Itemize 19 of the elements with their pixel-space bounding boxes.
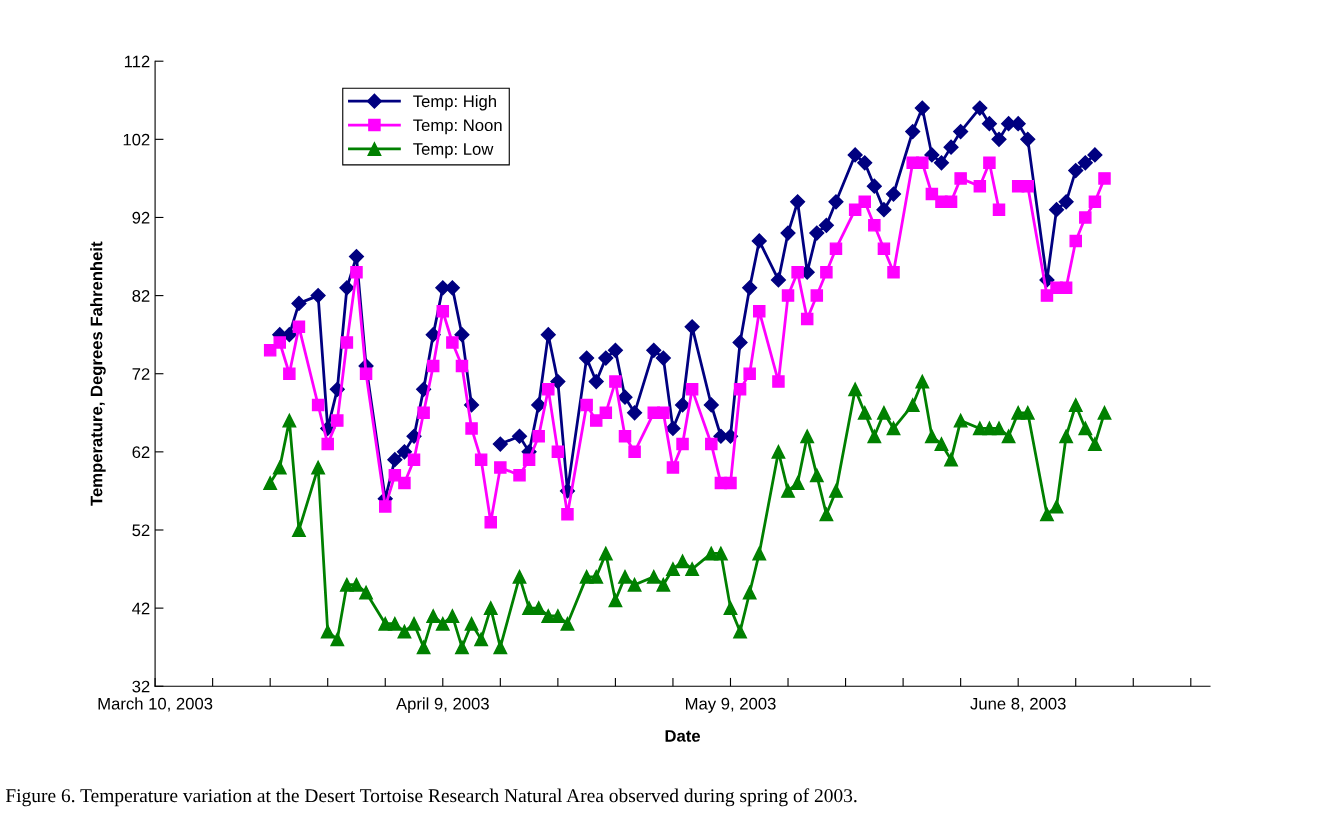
y-axis-title: Temperature, Degrees Fahrenheit (90, 241, 106, 506)
legend-label: Temp: Low (413, 143, 494, 159)
x-axis-title: Date (665, 730, 701, 742)
x-tick-label: April 9, 2003 (396, 697, 489, 713)
caption: Figure 6. Temperature variation at the Desert Tortoise Research Natural Area observed during spring of 2003. (5, 788, 857, 807)
legend-label: Temp: Noon (413, 119, 502, 135)
x-tick-label: March 10, 2003 (98, 697, 213, 712)
x-tick-label: June 8, 2003 (970, 697, 1066, 712)
y-tick-label: 92 (132, 211, 150, 224)
y-tick-label: 32 (132, 680, 150, 693)
legend-label: Temp: High (413, 94, 496, 111)
y-tick-label: 102 (123, 133, 150, 146)
y-tick-label: 72 (132, 368, 150, 380)
y-tick-label: 62 (132, 446, 150, 459)
x-tick-label: May 9, 2003 (686, 697, 776, 713)
y-tick-label: 42 (132, 602, 150, 615)
y-tick-label: 52 (132, 524, 150, 537)
y-tick-label: 82 (132, 290, 150, 302)
y-tick-label: 112 (124, 55, 150, 68)
